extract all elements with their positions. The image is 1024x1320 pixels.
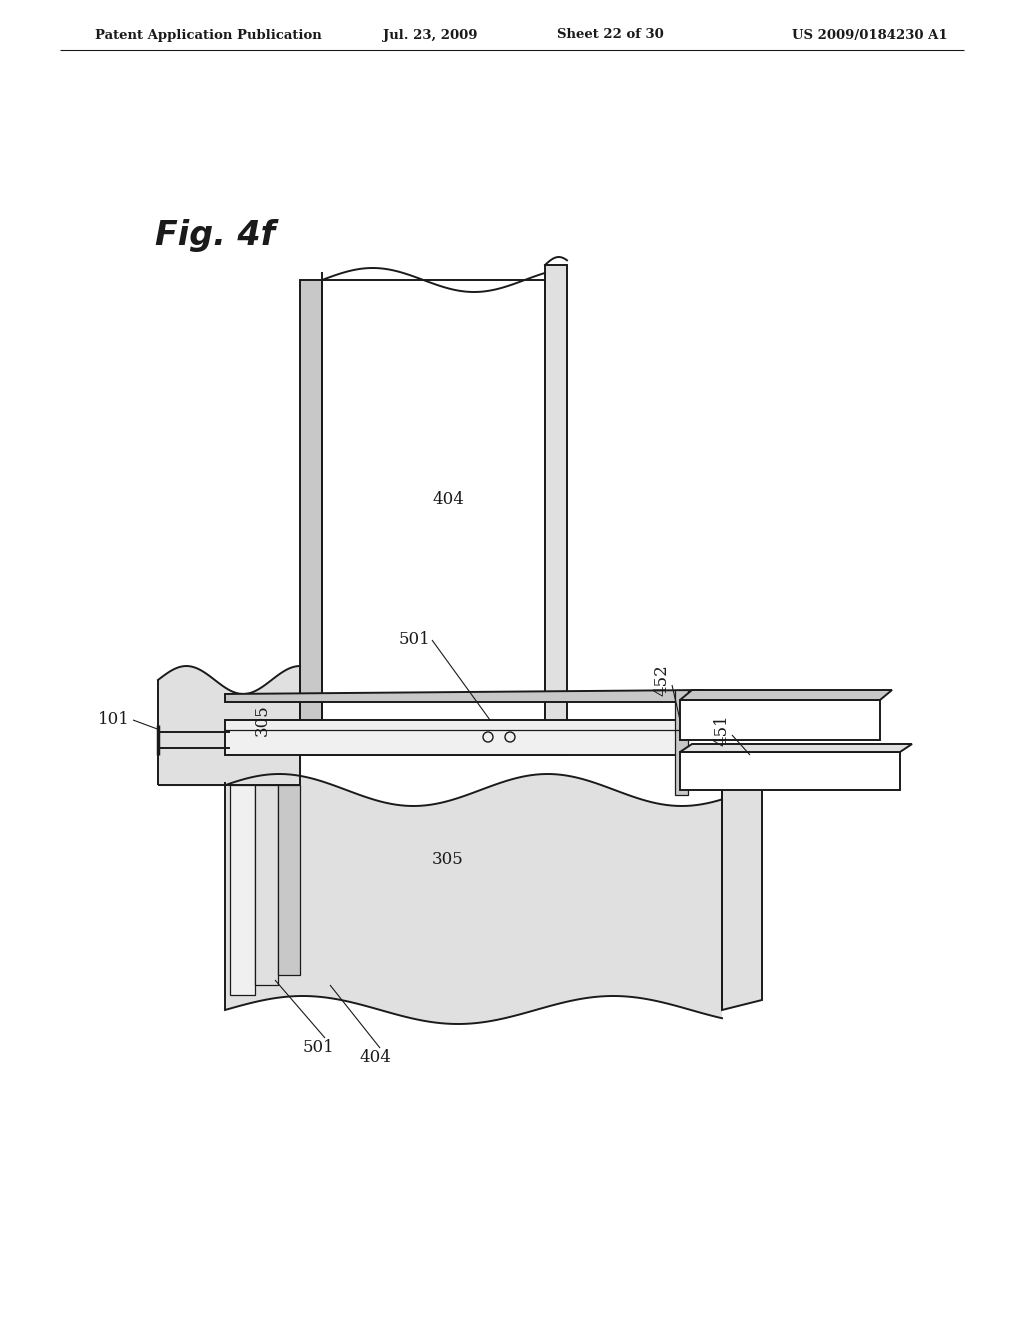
Text: 305: 305 xyxy=(432,851,464,869)
Polygon shape xyxy=(255,785,278,985)
Polygon shape xyxy=(680,690,892,700)
Text: Jul. 23, 2009: Jul. 23, 2009 xyxy=(383,29,477,41)
Polygon shape xyxy=(675,690,688,795)
Text: US 2009/0184230 A1: US 2009/0184230 A1 xyxy=(793,29,948,41)
Polygon shape xyxy=(225,774,722,1024)
Text: Fig. 4f: Fig. 4f xyxy=(155,219,275,252)
Polygon shape xyxy=(680,752,900,789)
Polygon shape xyxy=(680,744,912,752)
Text: Patent Application Publication: Patent Application Publication xyxy=(95,29,322,41)
Polygon shape xyxy=(322,280,545,755)
Text: 451: 451 xyxy=(713,714,730,746)
Text: 501: 501 xyxy=(302,1040,334,1056)
Text: Sheet 22 of 30: Sheet 22 of 30 xyxy=(557,29,664,41)
Polygon shape xyxy=(545,265,567,755)
Text: 452: 452 xyxy=(653,664,670,696)
Polygon shape xyxy=(278,785,300,975)
Polygon shape xyxy=(225,690,705,702)
Text: 101: 101 xyxy=(98,711,130,729)
Polygon shape xyxy=(680,700,880,741)
Text: 404: 404 xyxy=(359,1049,391,1067)
Polygon shape xyxy=(722,768,762,1010)
Text: 501: 501 xyxy=(398,631,430,648)
Text: 305: 305 xyxy=(254,704,270,735)
Polygon shape xyxy=(225,719,685,755)
Text: 404: 404 xyxy=(432,491,464,508)
Polygon shape xyxy=(230,785,255,995)
Polygon shape xyxy=(300,280,322,755)
